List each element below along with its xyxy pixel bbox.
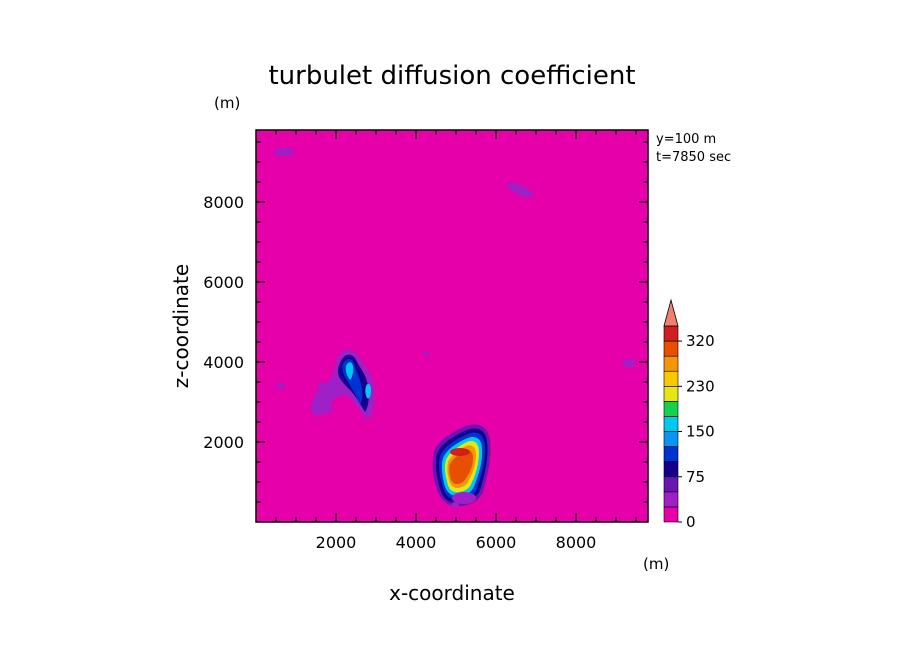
colorbar-swatch <box>663 446 679 462</box>
colorbar-extend-arrow <box>663 298 679 327</box>
small-cell-core-2 <box>365 383 371 399</box>
colorbar-swatch <box>663 370 679 387</box>
y-axis-label: z-coordinate <box>169 264 193 388</box>
x-axis-label: x-coordinate <box>389 581 515 605</box>
y-axis: 2000 4000 6000 8000 <box>203 141 648 503</box>
colorbar-swatch <box>663 386 679 402</box>
small-cell-fragment-2 <box>318 382 324 390</box>
core-tail <box>452 492 476 504</box>
annotation-t: t=7850 sec <box>656 150 731 165</box>
colorbar-swatch <box>663 355 679 372</box>
weak-patches <box>274 148 636 389</box>
x-unit-label: (m) <box>643 555 669 573</box>
plot-area <box>256 130 648 522</box>
core-tail-2 <box>451 502 459 508</box>
y-tick-label: 8000 <box>203 193 244 212</box>
weak-patch-right <box>622 359 636 367</box>
colorbar-swatch <box>663 325 679 342</box>
x-tick-label: 8000 <box>556 533 597 552</box>
colorbar-swatch <box>663 476 679 493</box>
core-plume <box>432 424 491 508</box>
core-peak <box>450 448 470 456</box>
x-tick-label: 2000 <box>316 533 357 552</box>
x-tick-label: 6000 <box>476 533 517 552</box>
weak-patch-mid <box>423 352 429 356</box>
colorbar-label: 0 <box>686 513 696 531</box>
colorbar-swatch <box>663 506 679 523</box>
colorbar: 0 75 150 230 320 <box>663 298 715 531</box>
weak-patch-top-right <box>507 182 533 198</box>
y-tick-label: 6000 <box>203 273 244 292</box>
small-cell-core <box>345 362 354 380</box>
y-unit-label: (m) <box>214 94 240 112</box>
chart-title: turbulet diffusion coefficient <box>268 61 635 91</box>
x-tick-label: 4000 <box>396 533 437 552</box>
colorbar-swatch <box>663 431 679 447</box>
weak-patch-top-left <box>274 148 294 156</box>
colorbar-swatch <box>663 491 679 508</box>
y-tick-label: 4000 <box>203 353 244 372</box>
colorbar-label: 320 <box>686 332 715 350</box>
colorbar-swatch <box>663 461 679 478</box>
colorbar-label: 150 <box>686 423 715 441</box>
small-cell <box>310 349 375 420</box>
colorbar-swatch <box>663 416 679 432</box>
annotation-y: y=100 m <box>656 132 716 147</box>
colorbar-label: 230 <box>686 377 715 395</box>
x-axis: 2000 4000 6000 8000 <box>275 130 637 552</box>
y-tick-label: 2000 <box>203 433 244 452</box>
small-cell-fragment <box>324 402 332 414</box>
colorbar-swatch <box>663 401 679 417</box>
colorbar-label: 75 <box>686 468 705 486</box>
weak-patch-left <box>277 383 285 389</box>
colorbar-swatch <box>663 340 679 357</box>
plot-frame <box>255 129 649 523</box>
core-level-7 <box>449 450 473 484</box>
